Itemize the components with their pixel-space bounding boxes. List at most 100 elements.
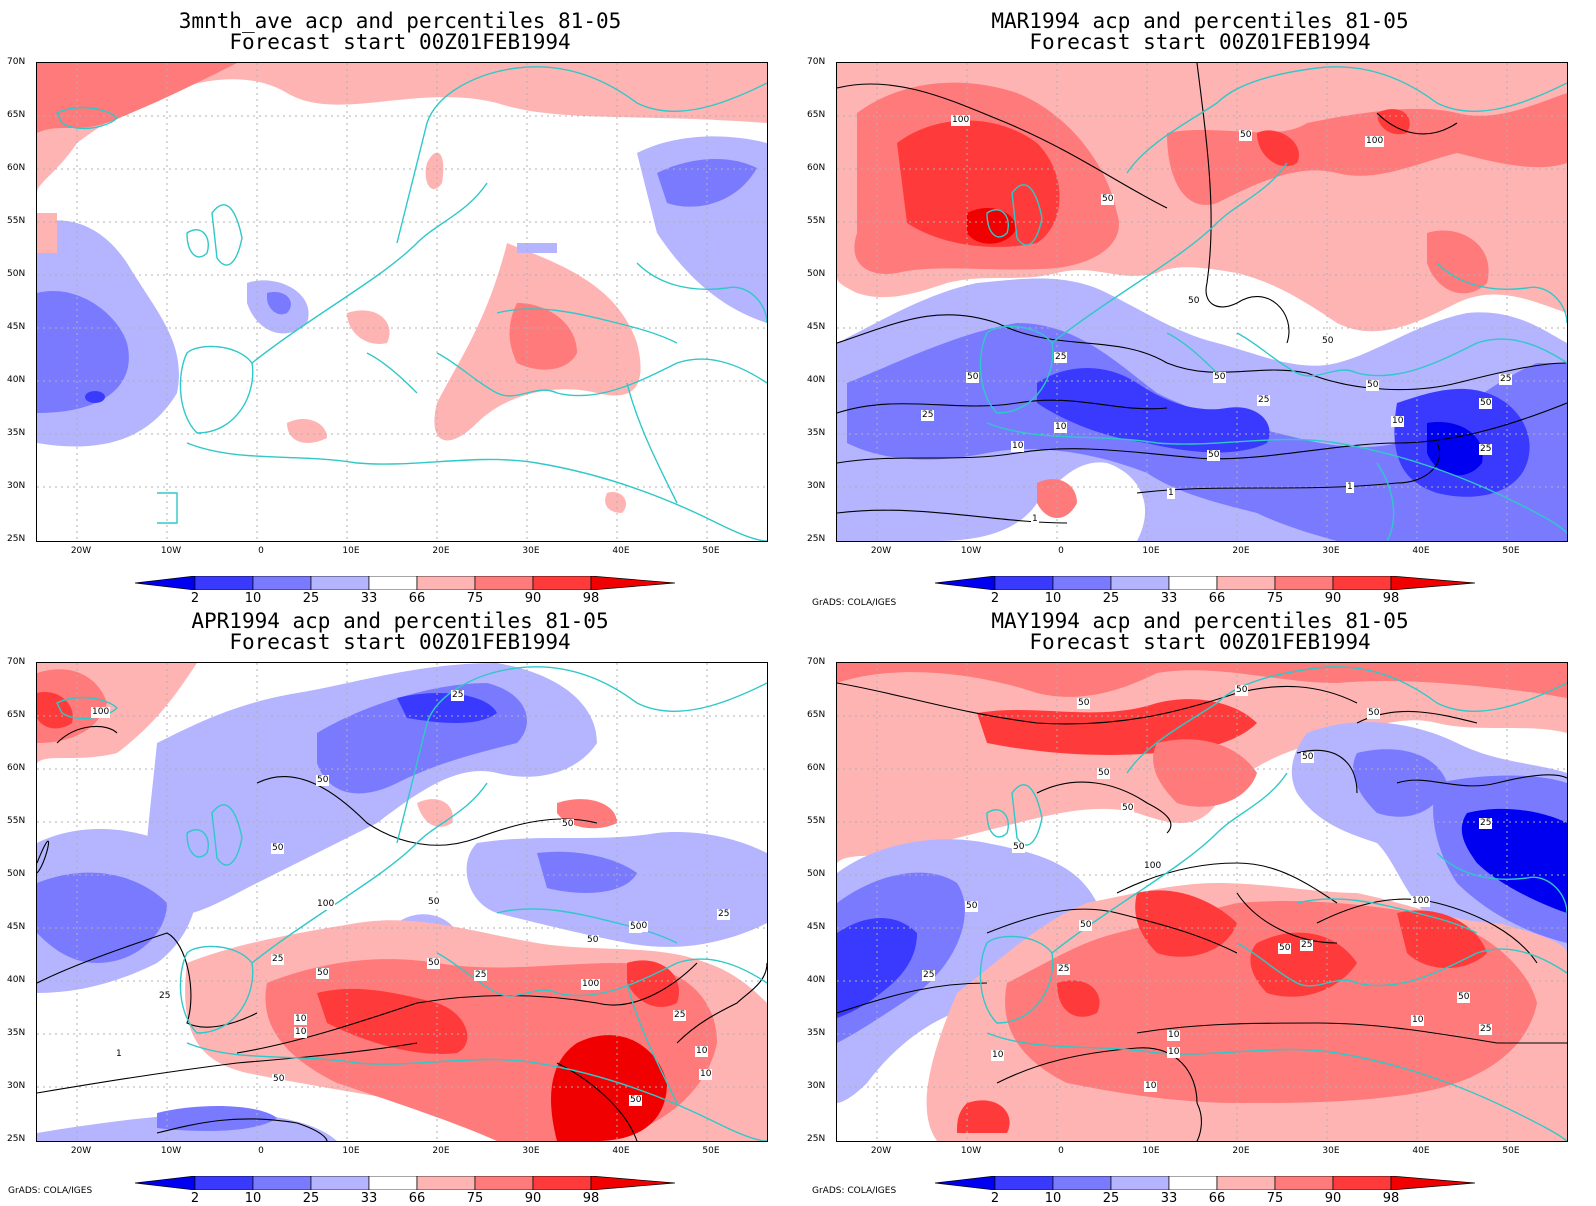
contour-label: 100 (316, 899, 336, 910)
lat-label: 65N (807, 110, 826, 120)
lon-label: 10E (342, 1146, 360, 1156)
contour-label: 50 (1321, 336, 1335, 347)
map-plot (836, 62, 1568, 542)
lat-label: 35N (807, 428, 826, 438)
contour-label: 1 (1346, 482, 1354, 493)
lat-label: 50N (7, 869, 26, 879)
map-plot (836, 662, 1568, 1142)
contour-label: 10 (1391, 416, 1405, 427)
lat-label: 40N (807, 375, 826, 385)
contour-label: 100 (581, 979, 601, 990)
contour-label: 50 (966, 372, 980, 383)
lon-label: 40E (1412, 546, 1430, 556)
colorbar-label: 66 (408, 1191, 426, 1206)
lon-label: 30E (522, 546, 540, 556)
lat-label: 40N (807, 975, 826, 985)
colorbar-label: 33 (360, 591, 378, 606)
lon-label: 20W (70, 1146, 92, 1156)
lon-label: 10W (160, 546, 182, 556)
lon-label: 50E (702, 546, 720, 556)
contour-label: 25 (1479, 818, 1493, 829)
contour-label: 50 (272, 1074, 286, 1085)
lat-label: 55N (7, 216, 26, 226)
contour-label: 50 (1479, 398, 1493, 409)
contour-label: 100 (91, 707, 111, 718)
contour-label: 10 (294, 1014, 308, 1025)
contour-label: 10 (991, 1050, 1005, 1061)
lat-label: 35N (7, 428, 26, 438)
lat-label: 45N (7, 922, 26, 932)
contour-label: 25 (474, 970, 488, 981)
lat-label: 55N (807, 216, 826, 226)
colorbar-label: 98 (582, 591, 600, 606)
contour-label: 50 (271, 843, 285, 854)
contour-label: 50 (586, 935, 600, 946)
contour-label: 50 (629, 1095, 643, 1106)
lon-label: 20E (432, 546, 450, 556)
lat-label: 60N (807, 163, 826, 173)
contour-label: 50 (1012, 842, 1026, 853)
contour-label: 25 (451, 690, 465, 701)
lat-label: 60N (7, 763, 26, 773)
lon-label: 40E (612, 546, 630, 556)
lat-label: 70N (807, 57, 826, 67)
lon-label: 20E (432, 1146, 450, 1156)
lat-label: 55N (7, 816, 26, 826)
lat-label: 50N (7, 269, 26, 279)
colorbar-label: 90 (524, 591, 542, 606)
colorbar-label: 33 (1160, 591, 1178, 606)
contour-label: 50 (1101, 194, 1115, 205)
panel-3mnth-ave: 3mnth_ave acp and percentiles 81-05 Fore… (0, 0, 790, 606)
contour-label: 50 (1366, 380, 1380, 391)
contour-label: 1 (115, 1049, 123, 1060)
contour-label: 50 (1097, 768, 1111, 779)
lat-label: 25N (7, 1134, 26, 1144)
contour-label: 10 (1411, 1015, 1425, 1026)
contour-label: 50 (1367, 708, 1381, 719)
panel-title: MAY1994 acp and percentiles 81-05 (991, 609, 1409, 633)
contour-label: 50 (1278, 943, 1292, 954)
contour-label: 50 (1077, 698, 1091, 709)
lat-label: 30N (807, 1081, 826, 1091)
panel-subtitle: Forecast start 00Z01FEB1994 (229, 630, 571, 654)
lon-label: 0 (258, 546, 264, 556)
lat-label: 65N (7, 110, 26, 120)
contour-label: 25 (1057, 964, 1071, 975)
contour-label: 50 (316, 968, 330, 979)
lon-label: 40E (1412, 1146, 1430, 1156)
lon-label: 50E (702, 1146, 720, 1156)
lon-label: 10W (960, 546, 982, 556)
lat-label: 45N (807, 922, 826, 932)
lat-label: 70N (807, 657, 826, 667)
contour-label: 50 (1207, 450, 1221, 461)
contour-label: 25 (1479, 444, 1493, 455)
lat-label: 40N (7, 975, 26, 985)
contour-label: 50 (1301, 752, 1315, 763)
colorbar-label: 66 (1208, 1191, 1226, 1206)
colorbar-label: 90 (524, 1191, 542, 1206)
map-field (837, 663, 1567, 1141)
colorbar-label: 98 (1382, 1191, 1400, 1206)
lat-label: 45N (7, 322, 26, 332)
lat-label: 45N (807, 322, 826, 332)
grads-credit: GrADS: COLA/IGES (812, 598, 897, 608)
contour-label: 10 (695, 1046, 709, 1057)
colorbar-label: 2 (190, 1191, 200, 1206)
colorbar-label: 66 (408, 591, 426, 606)
lat-label: 65N (807, 710, 826, 720)
contour-label: 50 (965, 901, 979, 912)
contour-label: 25 (1257, 395, 1271, 406)
contour-label: 10 (699, 1069, 713, 1080)
lon-label: 30E (1322, 1146, 1340, 1156)
lon-label: 10W (160, 1146, 182, 1156)
lon-label: 0 (1058, 546, 1064, 556)
lon-label: 40E (612, 1146, 630, 1156)
contour-label: 25 (271, 954, 285, 965)
contour-label: 50 (427, 958, 441, 969)
contour-label: 50 (629, 922, 643, 933)
contour-label: 25 (921, 410, 935, 421)
contour-label: 100 (1411, 896, 1431, 907)
lat-label: 70N (7, 57, 26, 67)
colorbar (935, 576, 1475, 590)
colorbar-label: 2 (990, 591, 1000, 606)
